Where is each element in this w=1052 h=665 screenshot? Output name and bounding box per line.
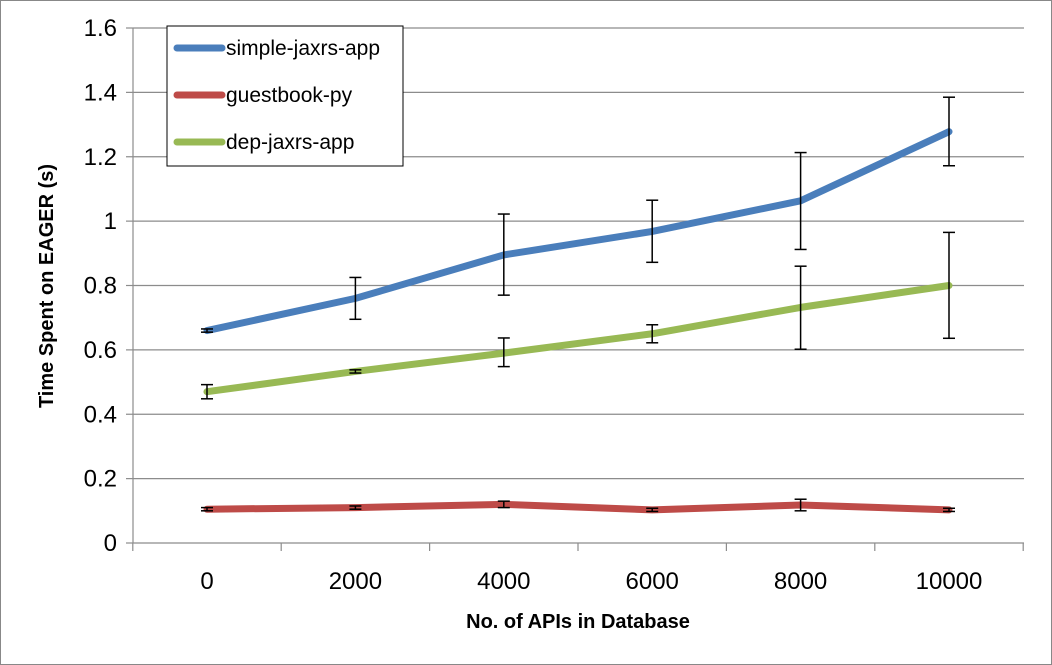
y-tick-label: 1 <box>104 208 117 235</box>
error-bar <box>943 96 955 167</box>
y-tick-label: 0 <box>104 530 117 557</box>
y-axis-ticks: 0 0.2 0.4 0.6 0.8 1 1.2 1.4 1.6 <box>84 15 133 557</box>
y-tick-label: 1.6 <box>84 15 117 42</box>
error-bar <box>497 213 510 296</box>
error-bar <box>943 231 955 340</box>
x-tick-label: 4000 <box>477 568 530 595</box>
series-dep-jaxrs-app <box>203 282 953 396</box>
error-bar <box>794 498 807 512</box>
error-bar <box>349 505 362 510</box>
error-bars-dep-jaxrs-app <box>201 231 955 400</box>
error-bar <box>201 506 213 512</box>
legend-item-guestbook-py: guestbook-py <box>173 84 353 107</box>
series-line <box>203 500 953 514</box>
x-axis-ticks: 0 2000 4000 6000 8000 10000 <box>132 543 1024 595</box>
error-bar <box>646 199 659 264</box>
legend-label: dep-jaxrs-app <box>226 131 354 154</box>
error-bar <box>646 507 659 513</box>
legend-label: simple-jaxrs-app <box>226 37 380 60</box>
x-tick-label: 8000 <box>774 568 827 595</box>
y-tick-label: 0.6 <box>84 337 117 364</box>
series-simple-jaxrs-app <box>203 128 953 335</box>
error-bar <box>201 328 213 333</box>
error-bars-simple-jaxrs-app <box>201 96 955 333</box>
x-tick-label: 6000 <box>626 568 679 595</box>
x-tick-label: 0 <box>200 568 213 595</box>
legend: simple-jaxrs-app guestbook-py dep-jaxrs-ap… <box>166 25 404 167</box>
x-axis-title: No. of APIs in Database <box>466 611 690 633</box>
error-bar <box>201 383 213 400</box>
legend-item-simple-jaxrs-app: simple-jaxrs-app <box>173 37 380 60</box>
error-bar <box>349 276 362 321</box>
error-bar <box>794 265 807 350</box>
error-bar <box>349 369 362 374</box>
x-tick-label: 2000 <box>329 568 382 595</box>
error-bars-guestbook-py <box>201 498 955 513</box>
y-tick-label: 1.4 <box>84 79 117 106</box>
error-bar <box>943 507 955 513</box>
y-tick-label: 1.2 <box>84 144 117 171</box>
series-line <box>203 282 953 396</box>
series-group <box>201 96 955 514</box>
error-bar <box>497 337 510 368</box>
series-guestbook-py <box>203 500 953 514</box>
y-tick-label: 0.2 <box>84 466 117 493</box>
error-bar <box>497 500 510 509</box>
legend-label: guestbook-py <box>226 84 353 107</box>
error-bar <box>794 151 807 251</box>
y-axis-title: Time Spent on EAGER (s) <box>36 164 58 408</box>
error-bar <box>646 324 659 344</box>
y-tick-label: 0.8 <box>84 273 117 300</box>
y-tick-label: 0.4 <box>84 401 117 428</box>
series-line <box>203 128 953 335</box>
legend-item-dep-jaxrs-app: dep-jaxrs-app <box>173 131 354 154</box>
x-tick-label: 10000 <box>916 568 983 595</box>
